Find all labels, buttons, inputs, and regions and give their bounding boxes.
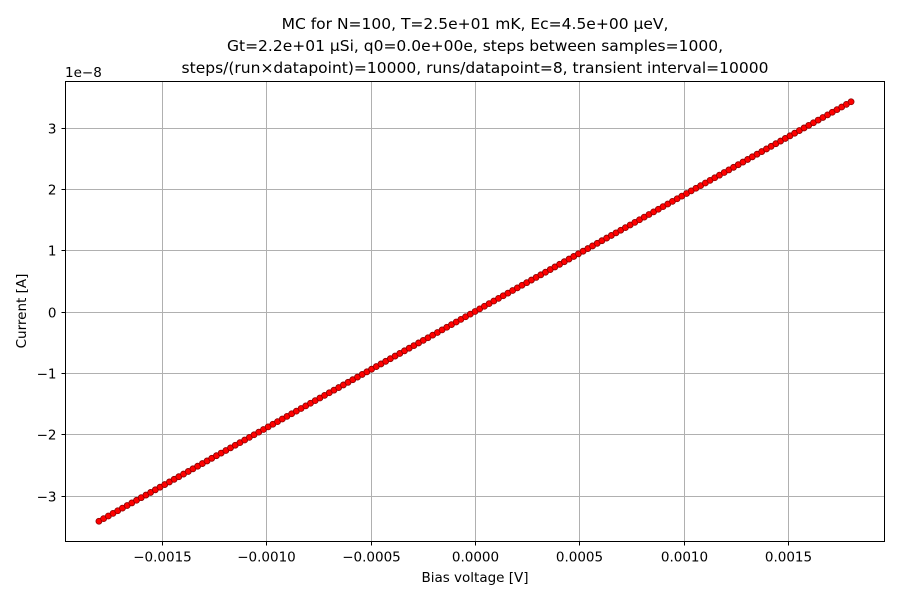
chart-title-line-3: steps/(run×datapoint)=10000, runs/datapo…: [182, 59, 769, 77]
y-tick-label: −2: [37, 428, 57, 444]
data-point: [847, 98, 855, 106]
axes-frame: [65, 81, 885, 542]
y-tick-label: 1: [48, 244, 57, 260]
data-points: [95, 98, 855, 525]
x-axis-label: Bias voltage [V]: [421, 570, 528, 586]
y-tick-label: 2: [48, 183, 57, 199]
y-tick-label: −3: [37, 490, 57, 506]
y-axis-offset-label: 1e−8: [65, 65, 102, 81]
y-tick-label: 3: [48, 122, 57, 138]
x-tick-label: 0.0015: [765, 550, 812, 566]
x-tick-label: −0.0005: [342, 550, 401, 566]
chart-title: MC for N=100, T=2.5e+01 mK, Ec=4.5e+00 μ…: [182, 15, 769, 77]
x-tick-label: 0.0010: [661, 550, 708, 566]
axis-ticks: −0.0015 −0.0010 −0.0005 0.0000 0.0005 0.0010 0…: [37, 122, 813, 566]
y-tick-label: −1: [37, 367, 57, 383]
x-tick-label: −0.0010: [237, 550, 296, 566]
x-tick-label: 0.0005: [556, 550, 603, 566]
y-axis-label: Current [A]: [14, 274, 30, 349]
chart-title-line-2: Gt=2.2e+01 μSi, q0=0.0e+00e, steps betwe…: [227, 37, 723, 55]
x-tick-label: −0.0015: [133, 550, 192, 566]
chart-title-line-1: MC for N=100, T=2.5e+01 mK, Ec=4.5e+00 μ…: [282, 15, 669, 33]
grid-lines: [65, 81, 885, 542]
x-tick-label: 0.0000: [452, 550, 499, 566]
y-tick-label: 0: [48, 306, 57, 322]
